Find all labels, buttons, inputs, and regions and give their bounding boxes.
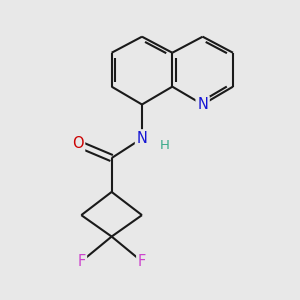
Text: N: N xyxy=(136,131,147,146)
Text: O: O xyxy=(72,136,83,151)
Text: N: N xyxy=(197,97,208,112)
Text: F: F xyxy=(77,254,86,269)
Text: F: F xyxy=(138,254,146,269)
Text: H: H xyxy=(160,139,170,152)
